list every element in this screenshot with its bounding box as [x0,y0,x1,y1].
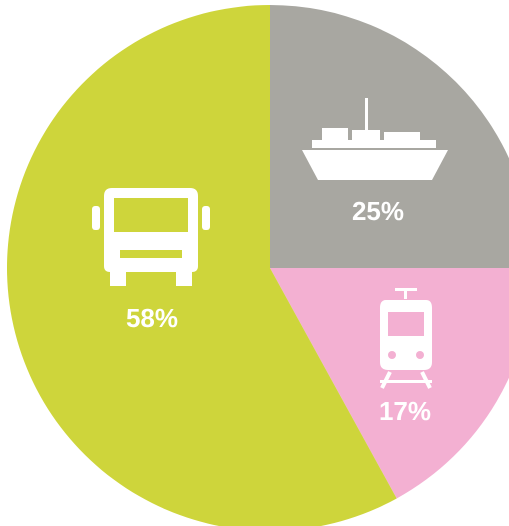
pie-slice [270,268,509,499]
ship-icon [302,98,448,180]
pie-slice [7,5,397,526]
tram-icon [380,288,432,389]
truck-icon [92,188,210,286]
slice-label: 17% [379,396,431,426]
slice-label: 25% [352,196,404,226]
slice-label: 58% [126,303,178,333]
icons [92,98,448,389]
slices [7,5,509,526]
labels: 25% 17% 58% [126,196,431,426]
